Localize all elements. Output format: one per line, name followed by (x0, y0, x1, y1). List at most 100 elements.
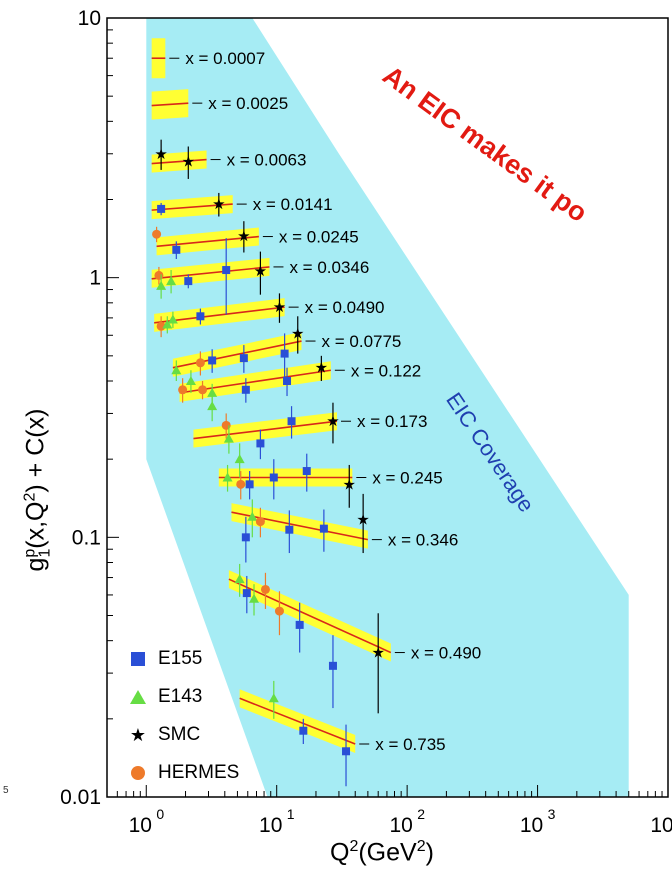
e143-point (249, 593, 260, 603)
y-tick-label: 0.01 (60, 786, 101, 809)
e143-point (222, 472, 233, 482)
fit-line (193, 420, 338, 440)
axes: 0.010.1110100101102103104 (60, 7, 672, 837)
hermes-point (152, 229, 162, 239)
e155-point (299, 726, 308, 735)
e155-point (208, 356, 217, 365)
hermes-point (260, 584, 270, 594)
smc-point: ★ (315, 359, 328, 377)
hermes-point (255, 517, 265, 527)
fit-line (239, 697, 356, 745)
e155-point (241, 533, 250, 542)
x-tick-label: 10 (129, 814, 152, 837)
e143-point (268, 693, 279, 703)
x-tick-label: 10 (520, 814, 543, 837)
bin-label: x = 0.0346 (289, 258, 369, 277)
x-tick-exponent: 1 (287, 806, 295, 822)
e155-point (295, 620, 304, 629)
smc-point: ★ (154, 145, 167, 163)
legend-label: E143 (158, 686, 203, 707)
e155-point (287, 417, 296, 426)
bin-label: x = 0.0245 (279, 228, 359, 247)
legend-item-e155: E155 (126, 640, 239, 678)
e143-point (185, 375, 196, 385)
x-tick-label: 10 (650, 814, 672, 837)
data-points: ★ ★★★★★★★★★★★ (152, 139, 385, 787)
e143-point (156, 280, 167, 290)
x-tick-exponent: 0 (156, 806, 164, 822)
e155-point (239, 354, 248, 363)
legend-item-smc: ★ SMC (126, 716, 239, 754)
fit-line (151, 102, 189, 107)
e143-point (234, 574, 245, 584)
smc-point: ★ (343, 475, 356, 493)
e143-point (171, 365, 182, 375)
x-tick-exponent: 3 (548, 806, 556, 822)
circle-marker-icon (126, 766, 150, 780)
e155-point (245, 480, 254, 489)
hermes-point (195, 358, 205, 368)
bin-label: x = 0.0007 (185, 49, 265, 68)
hermes-point (236, 479, 246, 489)
x-bin-labels: x = 0.0007 x = 0.0025 x = 0.0063 x = 0.0141… (169, 49, 481, 754)
e155-point (342, 747, 351, 756)
smc-point: ★ (371, 644, 384, 662)
smc-point: ★ (237, 227, 250, 245)
e155-point (241, 385, 250, 394)
x-axis-label: Q2(GeV2) (330, 838, 434, 867)
smc-point: ★ (182, 153, 195, 171)
x-tick-exponent: 2 (417, 806, 425, 822)
legend-label: HERMES (158, 762, 240, 783)
smc-point: ★ (212, 195, 225, 213)
y-tick-label: 0.1 (72, 526, 101, 549)
legend-item-hermes: HERMES (126, 754, 239, 792)
plot-frame (106, 17, 669, 798)
e155-point (283, 376, 292, 385)
e143-point (162, 319, 173, 329)
smc-point: ★ (254, 262, 267, 280)
e143-point (234, 454, 245, 464)
smc-point: ★ (356, 511, 369, 529)
e155-point (157, 204, 166, 213)
hermes-point (154, 270, 164, 280)
e155-point (319, 524, 328, 533)
bin-label: x = 0.0025 (208, 94, 288, 113)
bin-label: x = 0.0490 (305, 298, 385, 317)
legend: E155 E143 ★ SMC HERMES (126, 640, 239, 792)
y-axis-label: g1p(x,Q2) + C(x) (21, 408, 54, 572)
bin-label: x = 0.346 (388, 531, 458, 550)
fit-line (228, 578, 392, 654)
e143-point (223, 433, 234, 443)
hermes-point (178, 385, 188, 395)
fit-line (156, 235, 259, 248)
star-marker-icon: ★ (129, 724, 147, 745)
e155-point (242, 589, 251, 598)
e143-point (166, 276, 177, 286)
margin-note: 5 (3, 785, 9, 796)
x-tick-label: 10 (259, 814, 282, 837)
e143-point (207, 401, 218, 411)
e155-point (269, 473, 278, 482)
y-tick-label: 10 (78, 7, 101, 30)
fit-line (172, 340, 302, 369)
bin-label: x = 0.735 (375, 735, 445, 754)
e155-point (172, 245, 181, 254)
bin-label: x = 0.0141 (253, 195, 333, 214)
hermes-point (198, 385, 208, 395)
smc-point: ★ (273, 298, 286, 316)
e143-point (167, 314, 178, 324)
legend-item-e143: E143 (126, 678, 239, 716)
triangle-marker-icon (126, 690, 150, 704)
bin-label: x = 0.0063 (227, 151, 307, 170)
y-tick-label: 1 (89, 267, 101, 290)
legend-label: E155 (158, 648, 203, 669)
e155-point (196, 312, 205, 321)
e155-point (280, 349, 289, 358)
e155-point (222, 266, 231, 275)
bin-label: x = 0.0775 (322, 332, 402, 351)
e155-point (184, 277, 193, 286)
e155-point (328, 661, 337, 670)
smc-point: ★ (291, 324, 304, 342)
e155-point (256, 439, 265, 448)
